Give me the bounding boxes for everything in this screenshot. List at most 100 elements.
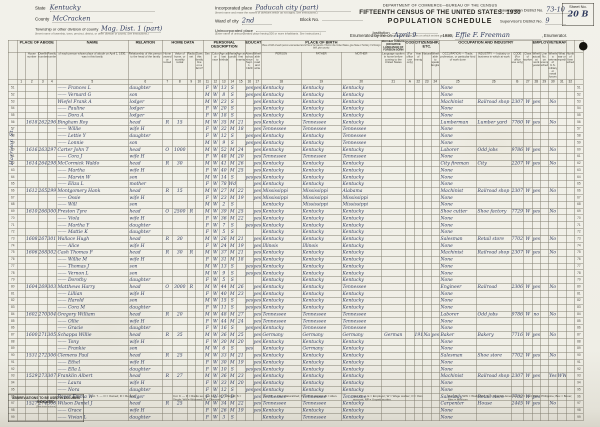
- cell-agem: [236, 98, 246, 106]
- cell-codeA: [405, 290, 415, 298]
- cell-house: 1604: [25, 283, 39, 291]
- cell-occ: None: [439, 221, 477, 229]
- cell-bpf: Tennessee: [301, 153, 342, 161]
- cell-line: [540, 283, 549, 291]
- cell-street: [17, 242, 26, 250]
- cell-codeA: [405, 214, 415, 223]
- cell-work: [532, 358, 541, 367]
- cell-fam: [46, 111, 57, 120]
- cell-sch: [245, 255, 254, 264]
- township-value: Mag. Dist. 1 (part): [101, 25, 163, 33]
- cell-bpf: Kentucky: [301, 379, 342, 387]
- cell-code: [511, 139, 524, 147]
- cell-mar: M: [228, 207, 237, 216]
- cell-farmno: [566, 283, 575, 291]
- cell-tongue: [381, 159, 406, 168]
- cell-code: [511, 338, 524, 346]
- cell-col: W: [211, 345, 220, 353]
- cell-own: [162, 303, 173, 312]
- cell-read: yes: [253, 351, 262, 360]
- cell-tongue: [381, 207, 406, 216]
- institution-field: Institution (Insert name, if any, and in…: [373, 30, 473, 38]
- cell-sch: [245, 358, 254, 367]
- cell-farm: [195, 317, 204, 325]
- cell-eng: [431, 303, 440, 312]
- cell-fam: [46, 269, 57, 277]
- cell-dwell: [38, 338, 48, 346]
- cell-fam: [46, 180, 57, 188]
- cell-sch: [245, 104, 254, 113]
- cell-val: [172, 98, 188, 106]
- cell-line: [540, 324, 549, 332]
- cell-house: [25, 345, 39, 353]
- cell-col: W: [211, 365, 220, 373]
- cell-bpf: Kentucky: [301, 84, 342, 92]
- cell-col: W: [211, 84, 220, 92]
- cell-name: Carter John T: [56, 146, 129, 154]
- cell-radio: [187, 180, 196, 188]
- cell-codeA: [405, 303, 415, 312]
- cell-bpm: Tennessee: [341, 283, 382, 291]
- cell-nat: [422, 104, 432, 113]
- cell-read: yes: [253, 235, 262, 243]
- cell-ind: Railroad shop: [476, 98, 512, 106]
- cell-fam: [46, 290, 57, 298]
- cell-code: [511, 365, 524, 373]
- cell-occ: None: [439, 228, 477, 236]
- cell-eng: [431, 310, 440, 319]
- cell-val: 30: [172, 159, 188, 168]
- cell-occ: None: [439, 125, 477, 133]
- cell-fam: [46, 297, 57, 305]
- cell-street: [17, 166, 26, 175]
- cell-own: O: [162, 283, 173, 291]
- cell-dwell: [38, 194, 48, 202]
- cell-val: [172, 338, 188, 346]
- cell-line: [540, 159, 549, 168]
- cell-street: [17, 173, 26, 181]
- cell-imm: [414, 201, 423, 209]
- cell-col: W: [211, 310, 220, 319]
- cell-work: [532, 84, 541, 92]
- cell-fam: 303: [46, 283, 57, 291]
- cell-name: —— Mattie K: [56, 228, 129, 236]
- cell-numR: 69: [574, 207, 584, 216]
- sd-value: 9: [545, 17, 566, 25]
- cell-rel: head: [128, 249, 163, 257]
- cell-numL: 83: [8, 303, 18, 312]
- cell-imm: [414, 324, 423, 332]
- cell-code: [511, 201, 524, 209]
- cell-eng: [431, 262, 440, 271]
- cell-farm: [195, 269, 204, 277]
- cell-codeA: [405, 194, 415, 202]
- footnote: Col. 30. — WW = World War; Sp = Spanish-…: [448, 395, 573, 402]
- cell-name: McCormick Waldo: [56, 159, 129, 168]
- cell-bp: Kentucky: [261, 338, 302, 346]
- cell-age: 9: [219, 139, 229, 147]
- cell-dwell: 266: [38, 207, 48, 216]
- cell-col: W: [211, 228, 220, 236]
- cell-street: [17, 379, 26, 387]
- cell-code: 9786: [511, 310, 524, 319]
- cell-line: [540, 132, 549, 140]
- cell-farmno: [566, 372, 575, 380]
- cell-agem: 26: [236, 283, 246, 291]
- cell-imm: [414, 91, 423, 99]
- cell-age: 2: [219, 201, 229, 209]
- column-header-nat: Naturalization: [422, 52, 432, 80]
- cell-codeA: [405, 379, 415, 387]
- cell-line: [540, 235, 549, 243]
- cell-sex: F: [203, 276, 212, 284]
- cell-own: [162, 153, 173, 161]
- street-label: Harrison St.: [9, 127, 15, 165]
- cell-read: yes: [253, 180, 262, 188]
- cell-numR: 79: [574, 276, 584, 284]
- cell-code: 7760: [511, 118, 524, 127]
- column-header-occ: OCCUPATION — Trade, profession, or parti…: [439, 52, 477, 80]
- cell-read: yes: [253, 173, 262, 181]
- cell-sex: F: [203, 303, 212, 312]
- cell-dwell: [38, 84, 48, 92]
- cell-street: [17, 91, 26, 99]
- cell-radio: [187, 379, 196, 387]
- cell-numR: 59: [574, 139, 584, 147]
